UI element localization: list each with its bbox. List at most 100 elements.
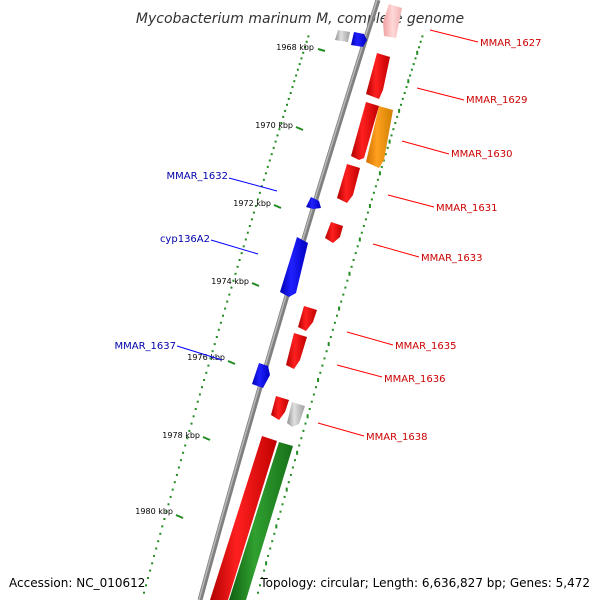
tick-label: 1974 kbp (211, 277, 249, 286)
forward-labels: MMAR_1627 MMAR_1629 MMAR_1630 MMAR_1631 … (317, 29, 542, 443)
ring-dot (182, 451, 185, 454)
ring-dot (188, 429, 191, 432)
ring-dot (180, 459, 182, 462)
ring-dot (366, 211, 369, 214)
ring-dot (298, 63, 301, 66)
gene-reverse-top[interactable] (351, 32, 367, 47)
ring-dot (325, 350, 328, 353)
ring-dot (147, 577, 149, 579)
ring-dot (358, 237, 361, 242)
gene-red-1629b[interactable] (351, 102, 379, 160)
label-leader (401, 140, 450, 155)
ring-dot (286, 103, 288, 106)
ring-dot (201, 386, 203, 389)
accession-text: Accession: NC_010612 (9, 576, 145, 590)
ring-dot (348, 271, 351, 276)
ring-dot (291, 466, 294, 469)
ring-dot (209, 357, 212, 360)
ring-dot (257, 591, 259, 594)
ring-dot (279, 510, 282, 513)
ring-dot (226, 300, 229, 303)
tick-label: 1980 kbp (135, 507, 173, 516)
ring-dot (285, 487, 288, 492)
gene-cyp136a2[interactable] (280, 237, 308, 297)
ring-dot (392, 128, 395, 131)
gene-label-mmar-1638[interactable]: MMAR_1638 (366, 432, 428, 443)
ring-dot (263, 569, 266, 572)
ring-dot (222, 314, 224, 317)
ring-dot (159, 532, 162, 535)
gene-mmar-1636[interactable] (286, 333, 307, 369)
tick-mark (295, 126, 304, 131)
kbp-ticks: 1968 kbp 1970 kbp 1972 kbp 1974 kbp 1976… (135, 43, 326, 519)
gene-label-mmar-1633[interactable]: MMAR_1633 (421, 253, 483, 264)
ring-dot (228, 293, 231, 296)
ring-dot (378, 171, 381, 176)
ring-dot (224, 307, 227, 310)
gene-pseudo-top[interactable] (335, 30, 350, 42)
gene-mmar-1632[interactable] (306, 197, 321, 209)
gene-label-mmar-1630[interactable]: MMAR_1630 (451, 149, 513, 160)
label-leader (429, 29, 479, 43)
ring-dot (282, 115, 285, 118)
gene-long-forward[interactable] (210, 436, 277, 600)
ring-dot (356, 245, 359, 248)
gene-label-mmar-1627[interactable]: MMAR_1627 (480, 38, 542, 49)
ring-dot (414, 57, 417, 60)
gene-label-mmar-1629[interactable]: MMAR_1629 (466, 95, 528, 106)
gene-mmar-1638[interactable] (271, 396, 289, 420)
tick-label: 1968 kbp (276, 43, 314, 52)
ring-dot (238, 259, 241, 261)
tick-label: 1976 kbp (187, 353, 225, 362)
gene-long-green[interactable] (229, 442, 293, 600)
ring-dot (240, 252, 243, 255)
ring-dot (184, 444, 187, 447)
gene-features (210, 4, 402, 600)
ring-dot (275, 524, 278, 529)
ring-dot (219, 321, 222, 324)
tick-mark (175, 514, 184, 519)
ring-dot (211, 350, 214, 353)
gene-mmar-1629[interactable] (366, 53, 390, 99)
gene-mmar-1633[interactable] (325, 222, 343, 243)
ring-dot (308, 408, 311, 410)
ring-dot (300, 437, 303, 440)
tick-mark (227, 360, 236, 365)
gene-label-mmar-1631[interactable]: MMAR_1631 (436, 203, 498, 214)
ring-dot (287, 481, 290, 484)
ring-dot (254, 205, 257, 207)
tick-mark (251, 282, 260, 287)
gene-label-cyp136a2[interactable]: cyp136A2 (160, 234, 210, 245)
ring-dot (398, 108, 401, 113)
ring-dot (280, 122, 283, 124)
gene-mmar-1635[interactable] (298, 306, 317, 331)
gene-mmar-1631[interactable] (337, 164, 360, 203)
ring-dot (307, 35, 310, 38)
ring-dot (262, 178, 265, 181)
ring-dot (203, 379, 206, 381)
gene-mmar-1637[interactable] (252, 363, 270, 388)
gene-label-mmar-1637[interactable]: MMAR_1637 (115, 341, 177, 352)
gene-label-mmar-1636[interactable]: MMAR_1636 (384, 374, 446, 385)
gene-label-mmar-1635[interactable]: MMAR_1635 (395, 341, 457, 352)
ring-dot (190, 422, 193, 425)
ring-dot (310, 400, 313, 403)
gene-mmar-1627[interactable] (383, 4, 402, 38)
label-leader (346, 331, 394, 346)
gene-mmar-1630[interactable] (366, 106, 393, 168)
ring-dot (390, 134, 393, 137)
ring-dot (302, 51, 305, 54)
ring-dot (340, 300, 343, 303)
gene-pseudo-1638[interactable] (287, 402, 305, 427)
ring-dot (394, 122, 397, 124)
ring-dot (186, 437, 189, 440)
label-leader (228, 177, 278, 192)
ring-dot (244, 238, 247, 241)
ring-dot (270, 153, 273, 156)
gene-label-mmar-1632[interactable]: MMAR_1632 (167, 171, 229, 182)
ring-dot (143, 591, 145, 594)
ring-dot (281, 503, 284, 506)
ring-dot (268, 159, 271, 162)
genome-summary-text: Topology: circular; Length: 6,636,827 bp… (259, 576, 590, 590)
